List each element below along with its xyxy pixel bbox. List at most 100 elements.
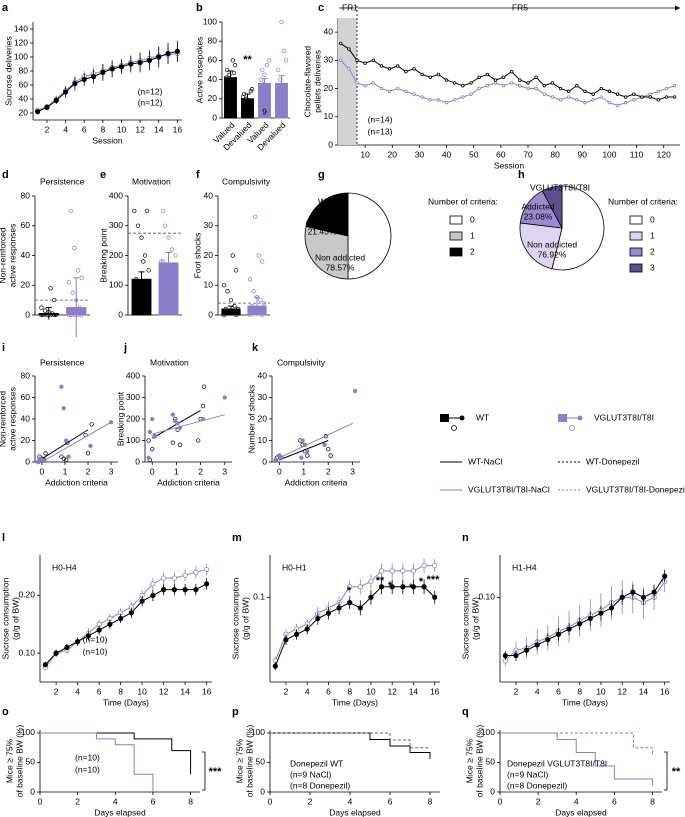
data-point xyxy=(558,98,563,102)
data-point xyxy=(598,610,604,616)
panel-letter: n xyxy=(462,532,469,544)
y-tick-label: 140 xyxy=(14,23,28,33)
data-point xyxy=(64,438,69,443)
data-point xyxy=(339,41,343,46)
data-point xyxy=(461,84,465,88)
data-point xyxy=(550,95,555,99)
annotation: FR5 xyxy=(512,2,528,12)
data-point xyxy=(587,615,593,622)
x-tick-label: 6 xyxy=(388,796,393,806)
x-tick-label: 60 xyxy=(496,149,506,159)
x-axis-label: Session xyxy=(494,160,525,170)
x-tick-label: 4 xyxy=(75,686,80,696)
panel-title: Motivation xyxy=(150,357,189,367)
x-tick-label: 3 xyxy=(350,466,355,476)
y-tick-label: 0 xyxy=(490,786,495,796)
x-tick-label: 2 xyxy=(75,796,80,806)
annotation: (n=12) xyxy=(138,86,163,96)
data-point xyxy=(59,454,64,459)
y-tick-label: 100 xyxy=(481,727,495,737)
data-point xyxy=(656,89,660,94)
data-point xyxy=(44,104,50,111)
data-point xyxy=(72,81,78,87)
data-point xyxy=(555,631,562,637)
x-tick-label: 10 xyxy=(117,124,127,134)
y-tick-label: 0 xyxy=(208,309,213,319)
annotation: * xyxy=(388,580,393,592)
x-tick-label: 30 xyxy=(415,149,425,159)
data-point xyxy=(347,67,351,71)
fit-line xyxy=(41,429,89,460)
data-point xyxy=(169,247,175,252)
annotation: Donepezil WT xyxy=(290,758,343,768)
data-point xyxy=(400,568,406,574)
data-point xyxy=(253,306,258,312)
x-tick-label: 120 xyxy=(657,149,671,159)
data-point xyxy=(228,87,233,92)
data-point xyxy=(651,589,657,595)
data-point xyxy=(247,312,253,318)
annotation: 23.08% xyxy=(524,211,553,221)
series-line xyxy=(505,575,666,657)
annotation: (n=9 NaCl) xyxy=(290,769,332,779)
data-point xyxy=(231,70,237,76)
data-point xyxy=(387,67,392,71)
data-point xyxy=(648,95,652,99)
data-point xyxy=(174,48,180,55)
data-point xyxy=(221,283,227,288)
survival-curve xyxy=(270,732,430,749)
data-point xyxy=(274,106,280,111)
data-point xyxy=(534,75,538,79)
x-tick-label: 3 xyxy=(222,466,227,476)
panel-letter: g xyxy=(318,169,325,181)
data-point xyxy=(144,300,150,306)
y-tick-label: 60 xyxy=(21,392,31,402)
y-axis-label: Chocolate-flavored xyxy=(302,46,312,118)
x-axis-label: Session xyxy=(92,135,123,145)
panel-title: H1-H4 xyxy=(512,562,537,572)
y-tick-label: 100 xyxy=(126,435,140,445)
data-point xyxy=(567,95,571,99)
significance-bracket xyxy=(664,751,668,791)
data-point xyxy=(170,440,175,445)
data-point xyxy=(170,412,175,417)
y-tick-label: 300 xyxy=(109,220,123,230)
data-point xyxy=(35,109,41,115)
data-point xyxy=(355,81,359,85)
data-point xyxy=(139,235,144,240)
data-point xyxy=(150,592,156,599)
data-point xyxy=(615,92,620,96)
data-point xyxy=(640,594,647,600)
data-point xyxy=(139,598,145,604)
data-point xyxy=(79,275,84,280)
legend-label: 3 xyxy=(650,262,655,272)
data-point xyxy=(37,456,42,461)
pie-slice xyxy=(305,192,349,237)
y-tick-label: 0 xyxy=(212,112,217,122)
data-point xyxy=(109,66,115,72)
y-tick-label: 60 xyxy=(21,220,31,230)
data-point xyxy=(90,74,97,80)
x-tick-label: 16 xyxy=(430,686,440,696)
survival-curve xyxy=(500,732,653,786)
pie-slice xyxy=(519,222,563,270)
data-point xyxy=(146,455,151,460)
data-point xyxy=(260,312,265,318)
data-point xyxy=(352,388,358,394)
pie-slice xyxy=(304,225,349,280)
data-point xyxy=(227,309,232,315)
x-axis-label: Days elapsed xyxy=(329,807,381,817)
x-tick-label: 8 xyxy=(347,686,352,696)
annotation: *** xyxy=(209,766,223,778)
y-tick-label: 20 xyxy=(208,93,218,103)
legend-dot xyxy=(577,415,583,421)
data-point xyxy=(410,584,417,590)
data-point xyxy=(664,86,669,91)
panel-letter: c xyxy=(318,2,324,14)
data-point xyxy=(221,312,227,318)
x-tick-label: 6 xyxy=(97,686,102,696)
x-tick-label: 8 xyxy=(428,796,433,806)
y-tick-label: 0.20 xyxy=(18,590,35,600)
data-point xyxy=(70,290,75,295)
legend-label: 1 xyxy=(470,230,475,240)
